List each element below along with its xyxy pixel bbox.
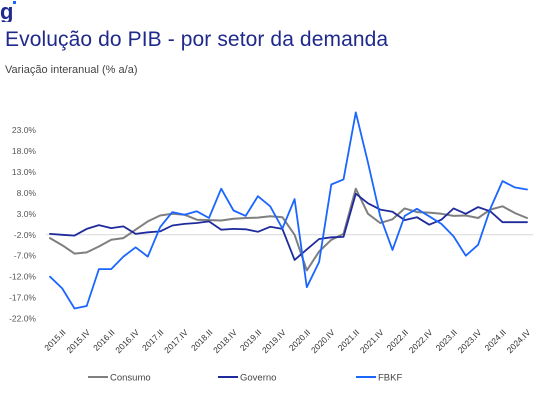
y-tick-label: 8.0% — [17, 188, 37, 198]
y-tick-label: 23.0% — [12, 125, 37, 135]
legend: Consumo Governo FBKF — [88, 373, 402, 384]
legend-label-governo: Governo — [240, 373, 276, 384]
y-axis: 23.0% 18.0% 13.0% 8.0% 3.0% -2.0% -7.0% -12.0% -… — [9, 125, 36, 324]
x-tick-label: 2015.IV — [64, 327, 92, 355]
y-tick-label: -2.0% — [14, 230, 37, 240]
y-tick-label: 18.0% — [12, 146, 37, 156]
y-tick-label: -17.0% — [9, 293, 36, 303]
x-tick-label: 2018.IV — [211, 327, 239, 355]
x-tick-label: 2022.IV — [407, 327, 435, 355]
y-tick-label: -7.0% — [14, 251, 37, 261]
y-tick-label: -22.0% — [9, 314, 36, 324]
chart-subtitle: Variação interanual (% a/a) — [5, 64, 138, 76]
legend-label-fbkf: FBKF — [378, 373, 402, 384]
series-lines — [49, 111, 528, 310]
g-logo-icon: g — [0, 0, 16, 22]
x-tick-label: 2023.IV — [456, 327, 484, 355]
x-tick-label: 2024.II — [482, 327, 507, 352]
x-tick-label: 2020.IV — [309, 327, 337, 355]
series-line-governo — [49, 192, 528, 261]
y-tick-label: -12.0% — [9, 272, 36, 282]
y-tick-label: 13.0% — [12, 167, 37, 177]
x-tick-label: 2024.IV — [505, 327, 533, 355]
x-tick-label: 2017.IV — [162, 327, 190, 355]
page-title: Evolução do PIB - por setor da demanda — [5, 28, 389, 51]
y-tick-label: 3.0% — [17, 209, 37, 219]
x-tick-label: 2016.IV — [113, 327, 141, 355]
x-tick-label: 2021.IV — [358, 327, 386, 355]
x-tick-label: 2019.IV — [260, 327, 288, 355]
logo-glyph: g — [0, 0, 13, 22]
series-line-fbkf — [49, 111, 528, 310]
legend-label-consumo: Consumo — [110, 373, 151, 384]
